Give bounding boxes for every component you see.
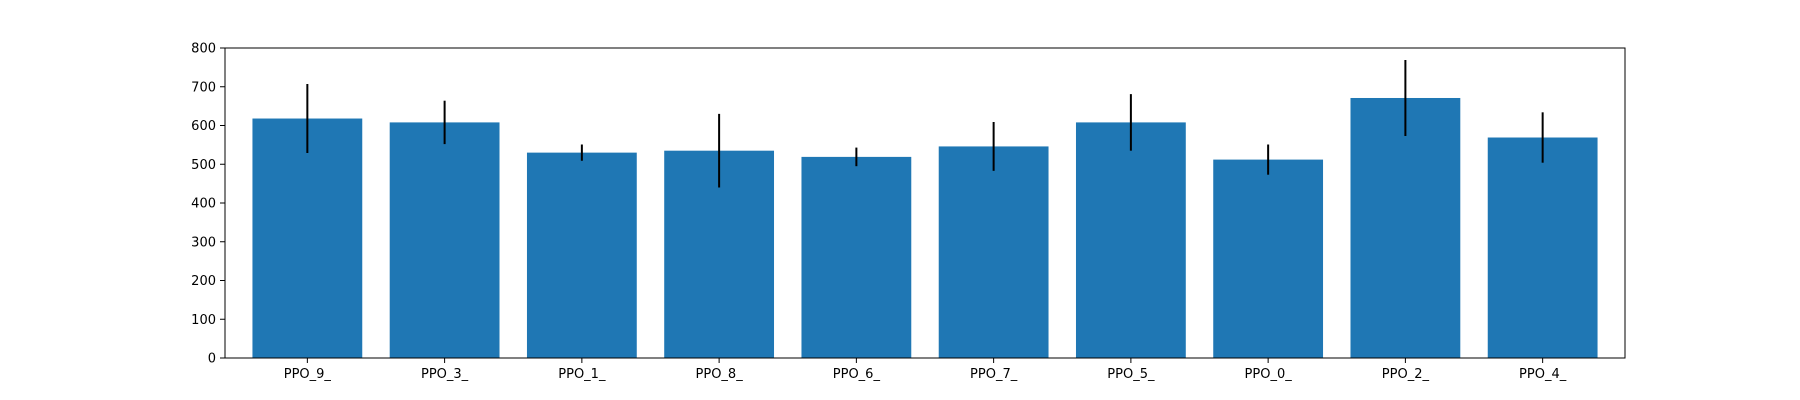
y-tick-label: 0 xyxy=(208,352,216,367)
x-tick-label: PPO_7_ xyxy=(970,367,1018,382)
y-tick-label: 700 xyxy=(191,80,216,95)
bar xyxy=(1350,97,1461,359)
x-tick-label: PPO_2_ xyxy=(1382,367,1430,382)
x-axis: PPO_9_ PPO_3_ PPO_1_ PPO_8_ PPO_6_ PPO_7_ PPO_… xyxy=(284,358,1567,382)
x-tick-label: PPO_5_ xyxy=(1107,367,1155,382)
x-tick-label: PPO_3_ xyxy=(421,367,469,382)
y-tick-label: 500 xyxy=(191,158,216,173)
y-tick-label: 100 xyxy=(191,313,216,328)
bar xyxy=(1075,122,1186,359)
y-tick-label: 400 xyxy=(191,197,216,212)
y-tick-label: 600 xyxy=(191,119,216,134)
bar xyxy=(389,122,500,359)
x-tick-label: PPO_9_ xyxy=(284,367,332,382)
y-tick-label: 200 xyxy=(191,274,216,289)
bar xyxy=(526,152,637,358)
y-axis: 0 100 200 300 400 500 600 700 800 xyxy=(191,42,225,367)
y-tick-label: 300 xyxy=(191,235,216,250)
x-tick-label: PPO_6_ xyxy=(833,367,881,382)
x-tick-label: PPO_0_ xyxy=(1245,367,1293,382)
x-tick-label: PPO_1_ xyxy=(558,367,606,382)
y-tick-label: 800 xyxy=(191,42,216,57)
x-tick-label: PPO_4_ xyxy=(1519,367,1567,382)
bar xyxy=(1213,159,1324,358)
x-tick-label: PPO_8_ xyxy=(696,367,744,382)
bar xyxy=(938,146,1049,358)
bars-layer xyxy=(252,97,1598,359)
bar xyxy=(801,156,912,358)
error-bars-layer xyxy=(306,60,1544,188)
bar xyxy=(252,118,363,359)
bar xyxy=(1487,137,1598,358)
